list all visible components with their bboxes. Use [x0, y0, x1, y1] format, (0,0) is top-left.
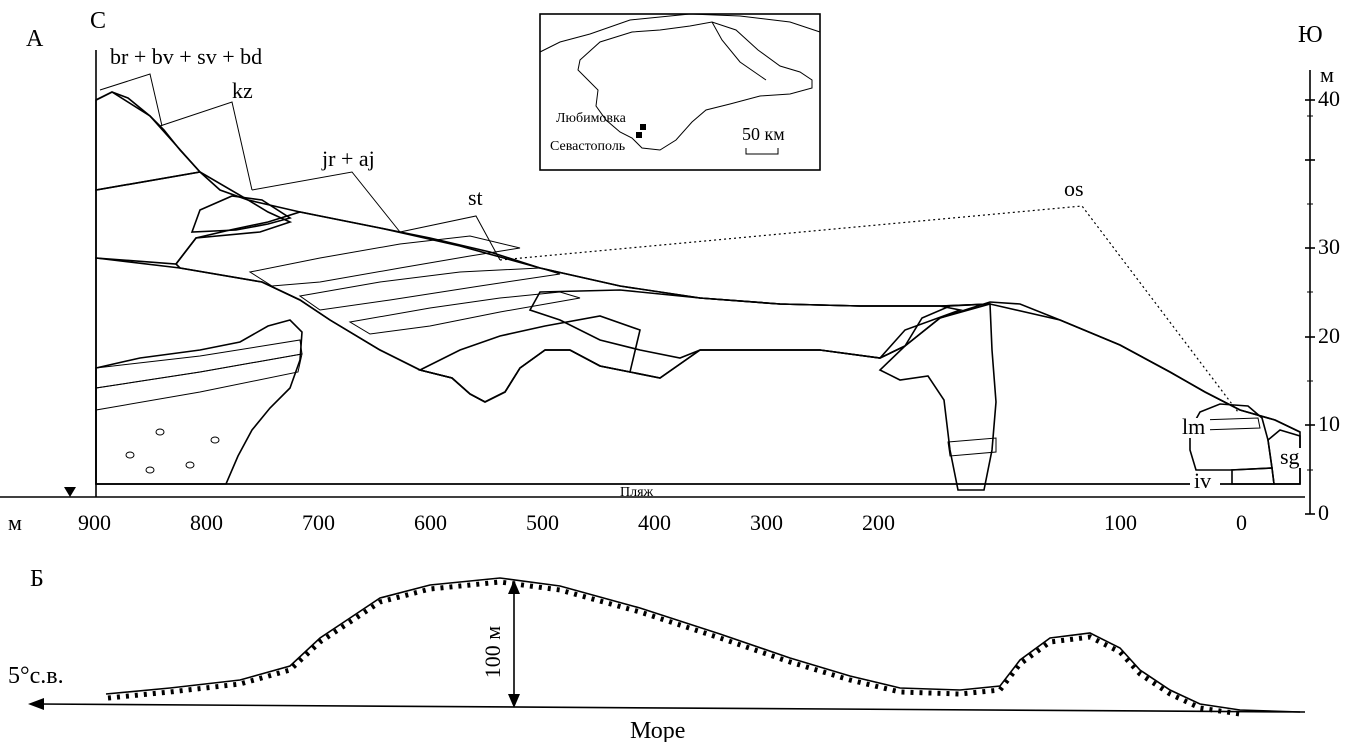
y-tick-0: 0: [1318, 500, 1329, 525]
x-axis-unit: м: [8, 510, 22, 535]
hill-profile-ticks: [107, 579, 1241, 717]
unit-label-os: os: [1064, 176, 1084, 201]
unit-br-bv-sv-bd-bracket: [99, 73, 163, 127]
unit-label-st: st: [468, 185, 483, 210]
direction-label: 5°с.в.: [8, 663, 64, 689]
x-tick-900: 900: [78, 510, 111, 535]
unit-label-sg: sg: [1280, 444, 1300, 469]
terrace-gravel-wedge: [528, 289, 963, 359]
unit-st-bracket: [399, 215, 501, 261]
terrace-loam-body: [174, 211, 991, 403]
unit-label-lm: lm: [1182, 414, 1205, 439]
inset-place-lubimovka: Любимовка: [556, 111, 627, 126]
hill-profile-line: [105, 577, 1301, 713]
x-tick-200: 200: [862, 510, 895, 535]
unit-iv-crosshatch: [1231, 467, 1275, 485]
unit-label-br-bv-sv-bd: br + bv + sv + bd: [110, 44, 262, 69]
unit-label-sg-bg: [1278, 448, 1304, 468]
y-tick-20: 20: [1318, 323, 1340, 348]
sea-level-marker-icon: [64, 487, 76, 497]
x-tick-100: 100: [1104, 510, 1137, 535]
height-label: 100 м: [480, 626, 505, 679]
sea-level-arrow-icon: [28, 698, 44, 710]
crimea-coastline: [577, 21, 813, 151]
unit-label-jr-aj: jr + aj: [321, 146, 375, 171]
north-label: С: [90, 8, 106, 34]
unit-os-bracket: [499, 205, 1239, 413]
height-marker-arrow-down-icon: [508, 694, 520, 708]
x-tick-400: 400: [638, 510, 671, 535]
panel-b-label: Б: [30, 566, 44, 592]
inset-scale-bar: [745, 148, 779, 155]
sevastopol-marker-icon: [636, 132, 642, 138]
bedrock-body: [95, 257, 1301, 485]
sand-deposit-left-bands-2: [95, 353, 303, 411]
lubimovka-marker-icon: [640, 124, 646, 130]
unit-label-iv-bg: [1190, 472, 1220, 492]
unit-label-kz: kz: [232, 78, 253, 103]
height-marker-arrow-up-icon: [508, 580, 520, 594]
panel-a-section: А С Ю Пляж: [0, 8, 1340, 535]
unit-kz-bracket: [159, 101, 253, 191]
x-tick-600: 600: [414, 510, 447, 535]
sand-deposit-left-bands: [95, 339, 303, 389]
terrace-crosshatch-band-1: [248, 235, 521, 287]
ground-surface-profile: [95, 91, 1301, 433]
y-tick-30: 30: [1318, 234, 1340, 259]
sea-label: Море: [630, 718, 685, 742]
inset-map-frame: [539, 13, 821, 171]
terrace-crosshatch-band-3: [348, 291, 581, 335]
sand-deposit-left: [95, 319, 303, 485]
panel-a-label: А: [26, 26, 44, 52]
sand-deposit-left-pebbles: [125, 428, 220, 474]
y-tick-10: 10: [1318, 411, 1340, 436]
unit-kz-crosshatch: [190, 195, 292, 233]
x-tick-300: 300: [750, 510, 783, 535]
x-tick-700: 700: [302, 510, 335, 535]
channel-loam-fill: [878, 303, 997, 491]
x-tick-0: 0: [1236, 510, 1247, 535]
distance-axis: м 900 800 700 600 500 400 300 200 100 0: [8, 510, 1247, 535]
channel-crosshatch-band: [947, 437, 997, 457]
mainland-coastline: [539, 13, 821, 53]
elevation-axis: м 40 30 20 10 0: [1305, 62, 1340, 525]
y-axis-unit: м: [1320, 62, 1334, 87]
terrace-sand-lens: [417, 315, 641, 403]
y-tick-40: 40: [1318, 86, 1340, 111]
x-tick-500: 500: [526, 510, 559, 535]
south-label: Ю: [1298, 22, 1323, 48]
unit-label-lm-bg: [1180, 418, 1210, 438]
beach-label: Пляж: [620, 485, 654, 500]
unit-br-bv-sv-bd-loam: [95, 171, 293, 265]
unit-sg-deposit: [1267, 429, 1301, 485]
inset-scale-label: 50 км: [742, 124, 785, 144]
inset-place-sevastopol: Севастополь: [550, 139, 625, 154]
inset-map: Любимовка Севастополь 50 км: [539, 13, 821, 171]
sea-level-line: [37, 703, 1306, 713]
terrace-crosshatch-band-2: [298, 267, 561, 311]
x-tick-800: 800: [190, 510, 223, 535]
arabat-spit-line: [711, 21, 767, 81]
unit-label-iv: iv: [1194, 468, 1211, 493]
panel-b-profile: Б 5°с.в. Море 100 м: [8, 566, 1306, 742]
unit-jr-aj-bracket: [251, 171, 401, 233]
